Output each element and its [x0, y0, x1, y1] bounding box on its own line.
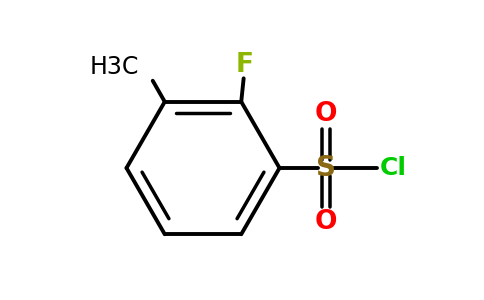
Text: H3C: H3C — [90, 55, 139, 79]
Text: O: O — [315, 101, 337, 127]
Text: F: F — [235, 52, 253, 78]
Text: Cl: Cl — [380, 156, 407, 180]
Text: O: O — [315, 209, 337, 235]
Text: S: S — [316, 154, 336, 182]
